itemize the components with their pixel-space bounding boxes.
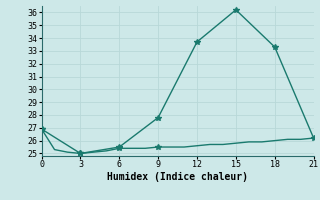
X-axis label: Humidex (Indice chaleur): Humidex (Indice chaleur) [107, 172, 248, 182]
